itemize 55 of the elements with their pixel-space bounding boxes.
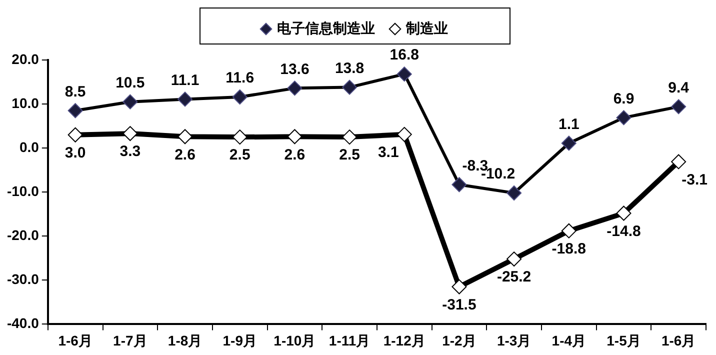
x-tick-label: 1-5月 xyxy=(606,332,641,348)
x-tick-label: 1-6月 xyxy=(58,332,92,348)
y-tick-label: 20.0 xyxy=(12,50,40,67)
x-tick-label: 1-9月 xyxy=(222,332,257,348)
x-tick-label: 1-6月 xyxy=(661,332,696,348)
y-tick-label: -10.0 xyxy=(6,182,40,199)
data-label: 11.6 xyxy=(226,70,254,87)
x-tick-label: 1-4月 xyxy=(552,332,586,348)
x-tick-label: 1-12月 xyxy=(383,332,426,348)
data-label: 13.6 xyxy=(280,60,310,78)
point xyxy=(122,126,138,142)
legend-label: 制造业 xyxy=(405,20,448,36)
y-tick-label: 10.0 xyxy=(12,94,40,111)
data-label: 2.5 xyxy=(229,146,250,164)
legend-label: 电子信息制造业 xyxy=(277,20,375,36)
data-label: 2.6 xyxy=(174,146,196,164)
data-label: 3.3 xyxy=(120,143,141,160)
data-label: 1.1 xyxy=(558,116,580,133)
point xyxy=(396,126,412,142)
data-label: -18.8 xyxy=(552,240,586,258)
data-label: 2.5 xyxy=(339,146,360,164)
y-tick-label: -30.0 xyxy=(6,271,40,288)
data-label: 10.5 xyxy=(116,74,145,92)
data-label: 8.5 xyxy=(64,83,86,100)
x-tick-label: 1-10月 xyxy=(274,332,316,348)
point xyxy=(506,252,522,267)
point xyxy=(68,127,83,142)
point xyxy=(452,279,467,294)
data-label: 6.9 xyxy=(613,90,634,108)
point xyxy=(616,206,632,221)
point xyxy=(178,129,193,144)
data-label: -25.2 xyxy=(496,268,532,286)
point xyxy=(287,129,302,144)
data-label: 16.8 xyxy=(390,46,419,64)
x-tick-label: 1-2月 xyxy=(442,332,476,348)
data-label: -14.8 xyxy=(606,222,641,240)
x-tick-label: 1-7月 xyxy=(113,332,148,348)
data-label: 11.1 xyxy=(170,72,200,89)
point xyxy=(232,130,248,145)
x-tick-label: 1-3月 xyxy=(496,332,532,348)
point xyxy=(561,223,576,238)
x-tick-label: 1-8月 xyxy=(168,332,202,348)
y-tick-label: -20.0 xyxy=(6,226,40,243)
data-label: 9.4 xyxy=(668,79,690,96)
x-tick-label: 1-11月 xyxy=(328,332,370,348)
y-tick-label: 0.0 xyxy=(19,138,40,155)
point xyxy=(671,154,686,170)
data-label: 2.6 xyxy=(284,146,306,164)
point xyxy=(342,130,358,145)
data-label: -3.1 xyxy=(682,171,708,188)
data-label: 3.0 xyxy=(64,144,86,162)
data-label: -31.5 xyxy=(442,296,476,314)
data-label: 13.8 xyxy=(334,60,364,77)
data-label: 3.1 xyxy=(378,144,399,162)
y-tick-label: -40.0 xyxy=(6,315,40,332)
